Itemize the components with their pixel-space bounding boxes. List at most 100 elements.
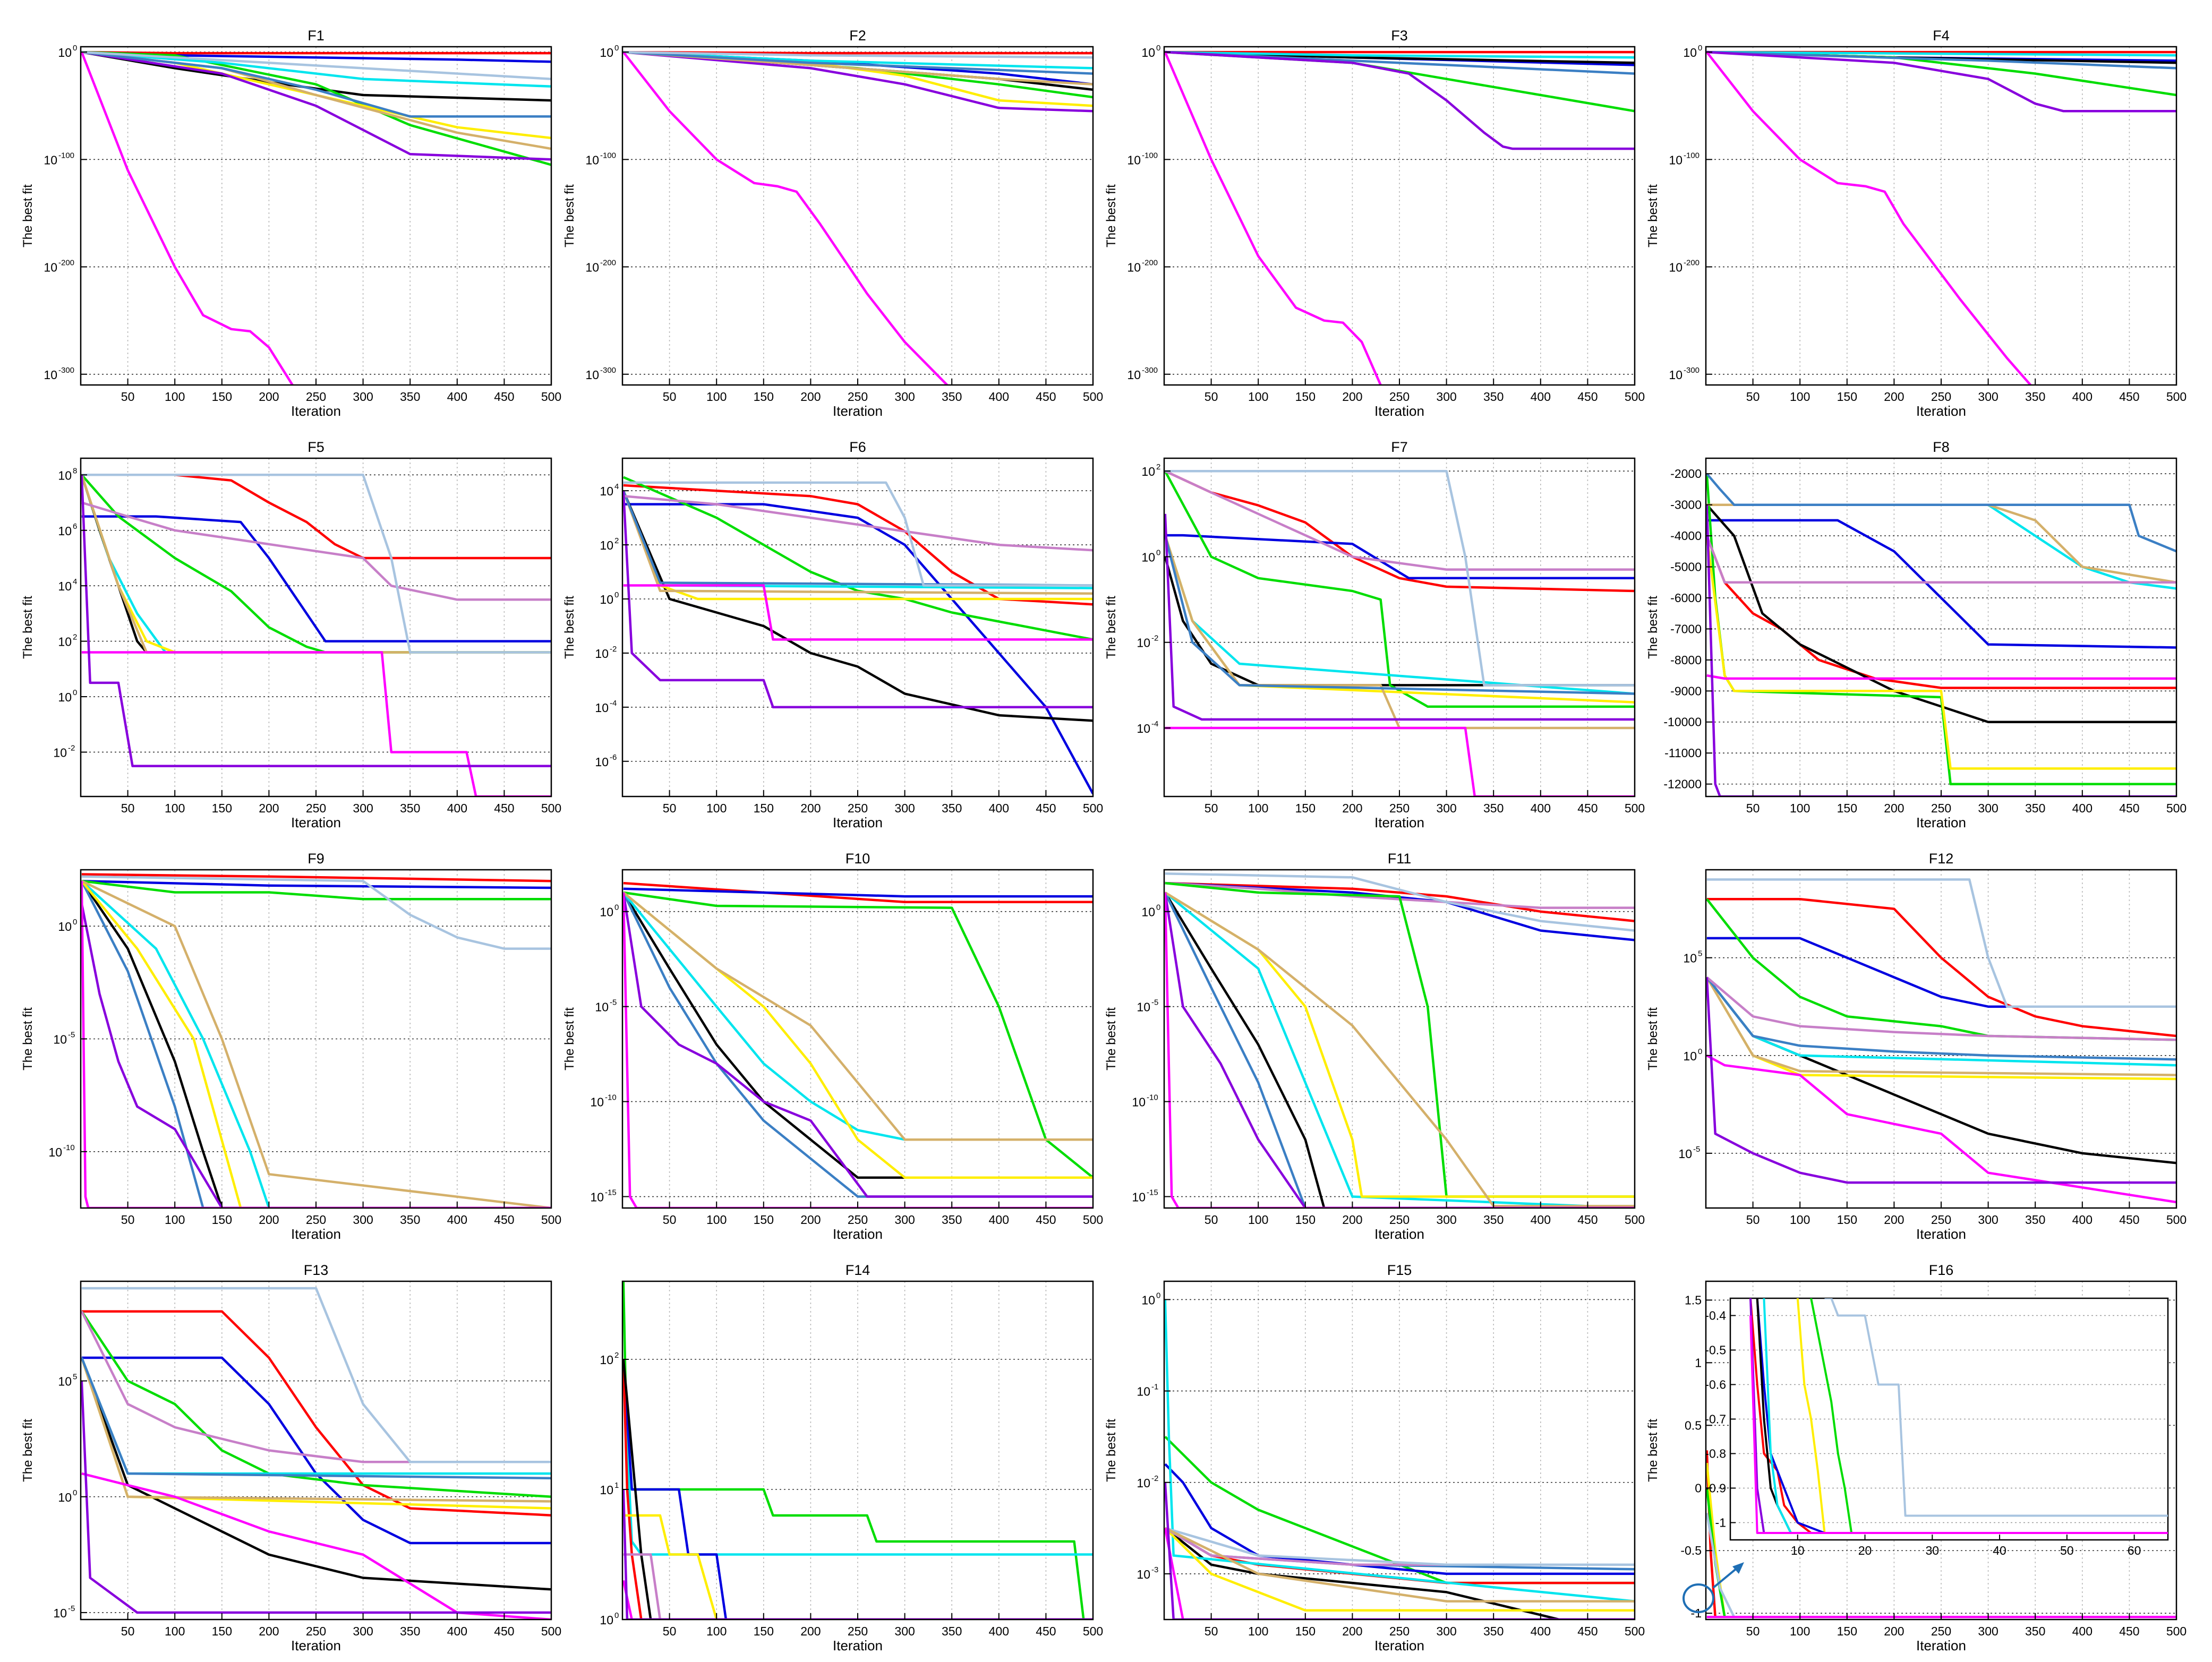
series-line — [1164, 1528, 1635, 1620]
series-line — [81, 1310, 551, 1517]
y-tick-exponent: -5 — [1693, 1145, 1700, 1154]
chart-title: F14 — [845, 1262, 870, 1278]
x-tick-label: 500 — [1083, 390, 1103, 404]
x-tick-label: 50 — [121, 390, 135, 404]
y-tick-label: 10 — [1137, 1000, 1150, 1014]
x-axis-label: Iteration — [1374, 403, 1424, 419]
series-line — [81, 474, 551, 654]
y-tick-exponent: -2 — [1151, 1474, 1158, 1483]
y-tick-label: 10 — [1137, 722, 1150, 735]
y-tick-exponent: 2 — [614, 1351, 619, 1360]
inset-y-tick-label: -0.9 — [1705, 1481, 1726, 1495]
x-tick-label: 150 — [1837, 1213, 1857, 1227]
y-tick-exponent: 0 — [73, 44, 77, 53]
x-tick-label: 250 — [848, 801, 868, 815]
series-line — [1706, 519, 2176, 649]
x-tick-label: 300 — [1436, 1213, 1456, 1227]
x-tick-label: 100 — [165, 390, 185, 404]
y-tick-label: 10 — [53, 1033, 67, 1047]
x-tick-label: 350 — [400, 390, 420, 404]
series-line — [623, 50, 1093, 59]
y-tick-label: 10 — [1132, 1095, 1146, 1109]
chart-title: F1 — [308, 28, 324, 44]
x-axis-label: Iteration — [1374, 1226, 1424, 1242]
y-tick-exponent: 2 — [614, 536, 619, 545]
series-line — [1165, 872, 1635, 932]
series-line — [1164, 892, 1635, 1208]
x-tick-label: 400 — [447, 390, 467, 404]
y-tick-exponent: -100 — [58, 151, 74, 160]
x-tick-label: 100 — [706, 390, 727, 404]
series-line — [81, 1287, 551, 1463]
inset-series-line — [1796, 1298, 2168, 1534]
y-tick-exponent: -2 — [68, 743, 75, 752]
series-line — [81, 880, 551, 1208]
x-tick-label: 100 — [165, 801, 185, 815]
series-line — [81, 475, 551, 767]
x-tick-label: 400 — [1531, 801, 1551, 815]
y-tick-label: 10 — [58, 690, 72, 704]
inset-x-tick-label: 30 — [1926, 1544, 1940, 1557]
y-axis-label: The best fit — [1104, 596, 1118, 659]
y-tick-label: 10 — [1669, 261, 1683, 275]
series-line — [81, 1310, 551, 1463]
series-line — [81, 50, 551, 88]
series-line — [622, 1359, 1093, 1556]
y-tick-exponent: -6 — [610, 753, 617, 762]
axis-ticks: 50 100 150 200 250 300 350 400 450 500 -2000 -3000 -… — [1663, 467, 2187, 815]
y-tick-exponent: -2 — [610, 645, 617, 654]
x-tick-label: 500 — [1625, 1213, 1645, 1227]
series-group — [1164, 469, 1635, 796]
y-tick-label: 10 — [1127, 153, 1141, 167]
x-tick-label: 450 — [1036, 801, 1056, 815]
chart-title: F6 — [849, 439, 866, 455]
x-tick-label: 350 — [400, 1624, 420, 1638]
y-tick-exponent: -100 — [1142, 151, 1158, 160]
x-tick-label: 350 — [400, 801, 420, 815]
x-tick-label: 250 — [306, 1213, 326, 1227]
grid — [1706, 870, 2176, 1208]
y-tick-exponent: -10 — [605, 1093, 617, 1102]
series-line — [81, 875, 551, 950]
y-tick-exponent: 0 — [73, 918, 77, 927]
x-tick-label: 50 — [121, 801, 135, 815]
y-tick-label: 10 — [595, 647, 609, 661]
series-line — [623, 1553, 1093, 1620]
y-tick-label: -0.5 — [1680, 1544, 1702, 1557]
y-tick-label: 1.5 — [1685, 1293, 1702, 1307]
series-group — [1706, 1450, 2176, 1618]
x-tick-label: 100 — [1248, 1213, 1268, 1227]
y-tick-label: 10 — [1137, 1476, 1150, 1490]
series-line — [623, 503, 1093, 794]
plot-area — [1164, 458, 1635, 796]
y-tick-label: 10 — [595, 755, 609, 769]
axis-ticks: 50 100 150 200 250 300 350 400 450 5001.510.50-0.… — [1680, 1293, 2187, 1638]
x-tick-label: 450 — [1577, 1213, 1598, 1227]
series-line — [81, 880, 551, 1208]
y-tick-label: 0.5 — [1685, 1418, 1702, 1432]
series-line — [1706, 1054, 2176, 1204]
series-line — [81, 879, 551, 901]
inset-grid — [1730, 1315, 2168, 1523]
series-line — [1164, 891, 1635, 1207]
x-tick-label: 250 — [1389, 1624, 1410, 1638]
x-tick-label: 300 — [1436, 390, 1456, 404]
y-tick-exponent: 8 — [73, 466, 77, 475]
series-group — [1164, 872, 1635, 1208]
inset-frame — [1729, 1297, 2169, 1541]
y-tick-exponent: -3 — [1151, 1565, 1158, 1574]
x-tick-label: 350 — [942, 1213, 962, 1227]
x-tick-label: 300 — [1978, 801, 1998, 815]
